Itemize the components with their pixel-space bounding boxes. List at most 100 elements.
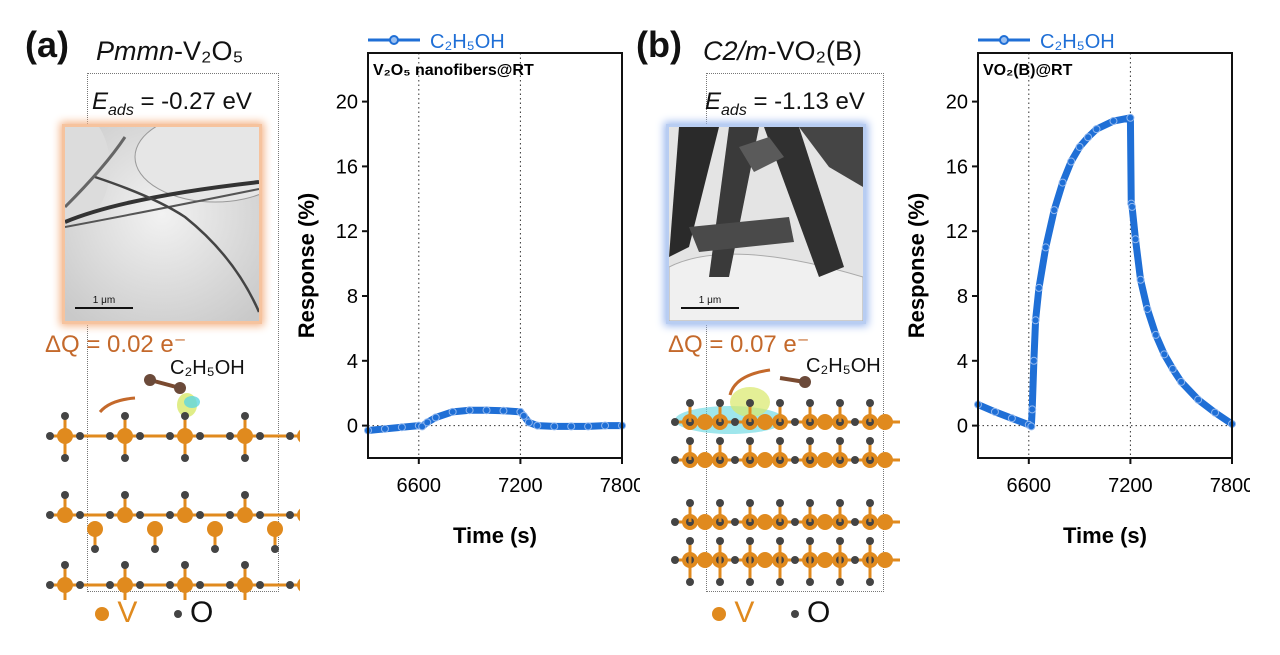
eads-symbol: E [705,88,722,115]
panel-a-label: (a) [25,24,69,65]
data-point [533,421,542,430]
oxygen-atom [256,432,264,440]
x-tick-label: 7800 [600,475,640,497]
oxygen-atom [166,581,174,589]
plot-frame [977,52,1233,459]
vanadium-atom [877,452,893,468]
legend-label: C₂H₅OH [430,31,505,53]
oxygen-atom [806,578,814,586]
vanadium-atom [297,508,300,522]
oxygen-atom [746,399,754,407]
oxygen-atom [686,437,694,445]
data-point [1031,316,1040,325]
oxygen-atom [166,432,174,440]
series-line [364,406,626,434]
y-tick-label: 0 [957,416,968,438]
y-tick-label: 8 [347,286,358,308]
oxygen-atom [181,454,189,462]
x-tick-label: 7800 [1210,475,1250,497]
phase-space-group: Pmmn [96,36,175,66]
oxygen-atom [106,511,114,519]
oxygen-atom [286,581,294,589]
vanadium-atom [697,514,713,530]
oxygen-atom [106,581,114,589]
oxygen-atom [806,399,814,407]
oxygen-atom [671,456,679,464]
oxygen-atom [151,545,159,553]
oxygen-atom [731,556,739,564]
oxygen-atom [716,437,724,445]
data-point [1160,350,1169,359]
vanadium-atom [117,507,133,523]
data-point [601,421,610,430]
oxygen-atom [686,537,694,545]
data-point [418,422,427,431]
data-point [1041,243,1050,252]
oxygen-label: O [190,596,214,629]
vanadium-atom [757,552,773,568]
data-point [448,407,457,416]
oxygen-atom [61,491,69,499]
y-tick-label: 8 [957,286,968,308]
oxygen-atom [731,456,739,464]
data-point [1028,405,1037,414]
oxygen-atom [91,545,99,553]
panel-b-phase: C2/m-VO₂(B) [703,36,862,67]
vanadium-atom [817,452,833,468]
oxygen-atom [136,581,144,589]
y-tick-label: 4 [347,351,358,373]
atom-legend-a: V O [95,596,213,630]
oxygen-atom [776,537,784,545]
oxygen-atom [196,432,204,440]
oxygen-atom [166,511,174,519]
data-point [1109,117,1118,126]
y-axis-title: Response (%) [904,193,929,338]
chart-v2o5-response: C₂H₅OH V₂O₅ nanofibers@RT 0 4 8 12 16 20 6600 720… [294,31,640,548]
carbon-atom [144,374,156,386]
data-point [1151,330,1160,339]
oxygen-atom [836,578,844,586]
data-point [1092,125,1101,134]
data-point [1177,377,1186,386]
oxygen-atom [851,556,859,564]
data-point [550,422,559,431]
oxygen-atom [121,561,129,569]
oxygen-atom [181,491,189,499]
data-point [1136,275,1145,284]
y-tick-label: 0 [347,416,358,438]
plot-frame [367,52,623,459]
panel-a-adsorption-energy: Eads = -0.27 eV [92,88,252,120]
data-point [1084,133,1093,142]
x-tick-label: 6600 [397,475,442,497]
data-point [465,406,474,415]
data-point [519,411,528,420]
oxygen-atom [76,511,84,519]
vanadium-atom [877,414,893,430]
oxygen-atom [106,432,114,440]
oxygen-atom [836,499,844,507]
oxygen-atom [46,432,54,440]
data-point [1131,235,1140,244]
oxygen-atom [61,561,69,569]
oxygen-atom-icon [173,610,182,619]
oxygen-atom [686,499,694,507]
oxygen-atom [136,432,144,440]
panel-b-slab-box [706,73,884,592]
oxygen-atom [716,399,724,407]
oxygen-atom [76,581,84,589]
charge-transfer-arrow [728,368,771,396]
data-point [1029,356,1038,365]
oxygen-atom [866,399,874,407]
oxygen-atom [671,418,679,426]
oxygen-atom [836,437,844,445]
oxygen-atom [181,561,189,569]
oxygen-atom [866,437,874,445]
data-point [1143,304,1152,313]
oxygen-atom [731,418,739,426]
eads-value: = -1.13 eV [746,88,865,115]
data-point [567,422,576,431]
oxygen-atom [241,561,249,569]
data-point [990,407,999,416]
vanadium-atom [817,414,833,430]
vanadium-label: V [734,596,755,629]
